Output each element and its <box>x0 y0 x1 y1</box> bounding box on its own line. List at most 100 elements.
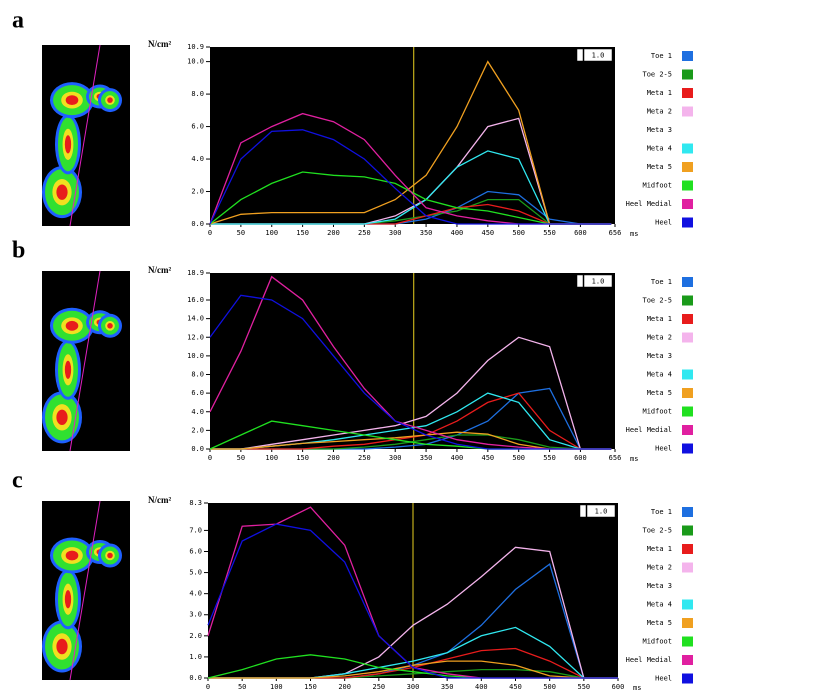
x-tick-label: 50 <box>237 229 245 237</box>
x-tick-label: 400 <box>451 229 464 237</box>
legend-swatch <box>682 600 693 610</box>
legend-swatch <box>682 563 693 573</box>
legend-swatch <box>682 125 693 135</box>
heat-blob <box>65 361 71 379</box>
legend-label: Meta 4 <box>647 371 672 379</box>
x-tick-label: 150 <box>304 683 317 691</box>
x-tick-label: 500 <box>512 454 525 462</box>
x-tick-label: 350 <box>420 454 433 462</box>
y-tick-label: 4.0 <box>189 590 202 598</box>
legend-swatch <box>682 107 693 117</box>
x-tick-label: 350 <box>420 229 433 237</box>
y-tick-label: 4.0 <box>191 408 204 416</box>
heat-blob <box>66 321 79 331</box>
y-tick-label: 12.0 <box>187 333 204 341</box>
legend-swatch <box>682 277 693 287</box>
legend-label: Toe 2-5 <box>642 527 672 535</box>
legend-swatch <box>682 544 693 554</box>
legend-swatch <box>682 314 693 324</box>
x-tick-label: 0 <box>208 454 212 462</box>
x-tick-label: 150 <box>296 454 309 462</box>
heat-blob <box>65 135 71 153</box>
x-tick-label: 300 <box>389 229 402 237</box>
x-tick-label: 0 <box>206 683 210 691</box>
legend-swatch <box>682 218 693 228</box>
legend-swatch <box>682 199 693 209</box>
legend-swatch <box>682 674 693 684</box>
y-tick-label: 6.0 <box>191 389 204 397</box>
legend-swatch <box>682 618 693 628</box>
legend-label: Meta 1 <box>647 545 672 553</box>
x-tick-label: 550 <box>543 454 556 462</box>
zoom-spinner <box>577 275 583 287</box>
x-tick-label: 250 <box>358 454 371 462</box>
zoom-value: 1.0 <box>595 508 608 516</box>
x-tick-label: 200 <box>327 229 340 237</box>
x-tick-label: 656 <box>609 454 622 462</box>
legend-swatch <box>682 370 693 380</box>
x-axis-label: ms <box>633 684 641 692</box>
legend-swatch <box>682 162 693 172</box>
legend-label: Meta 5 <box>647 389 672 397</box>
legend-swatch <box>682 296 693 306</box>
legend-swatch <box>682 526 693 536</box>
chart-panel: bN/cm²0.02.04.06.08.010.012.014.016.018.… <box>12 238 693 464</box>
legend-label: Meta 3 <box>647 126 672 134</box>
legend-label: Meta 4 <box>647 601 672 609</box>
heat-blob <box>56 639 67 654</box>
zoom-spinner <box>580 505 586 517</box>
y-tick-label: 8.0 <box>191 90 204 98</box>
x-axis-label: ms <box>630 455 638 463</box>
zoom-value: 1.0 <box>592 278 605 286</box>
y-axis-label: N/cm² <box>148 265 171 275</box>
y-tick-label: 0.0 <box>191 445 204 453</box>
legend-label: Heel <box>655 675 672 683</box>
legend-label: Toe 1 <box>651 278 672 286</box>
legend-swatch <box>682 425 693 435</box>
legend-label: Meta 2 <box>647 108 672 116</box>
y-tick-label: 2.0 <box>191 188 204 196</box>
y-tick-label: 2.0 <box>191 426 204 434</box>
legend-label: Midfoot <box>642 408 672 416</box>
y-axis-label: N/cm² <box>148 39 171 49</box>
figure: aN/cm²0.02.04.06.08.010.010.905010015020… <box>0 0 839 692</box>
legend-label: Meta 1 <box>647 315 672 323</box>
panel-label: b <box>12 238 25 264</box>
heat-blob <box>66 95 79 105</box>
y-tick-label: 3.0 <box>189 611 202 619</box>
legend-label: Heel <box>655 219 672 227</box>
x-tick-label: 300 <box>407 683 420 691</box>
legend-label: Meta 2 <box>647 334 672 342</box>
y-tick-label: 0.0 <box>189 674 202 682</box>
legend-label: Midfoot <box>642 182 672 190</box>
plot-area <box>210 47 615 224</box>
y-tick-label: 10.0 <box>187 352 204 360</box>
y-tick-label: 8.3 <box>189 499 202 507</box>
legend-swatch <box>682 637 693 647</box>
legend-label: Meta 5 <box>647 163 672 171</box>
legend-label: Meta 4 <box>647 145 672 153</box>
heat-blob <box>56 410 67 425</box>
y-tick-label: 14.0 <box>187 315 204 323</box>
legend-label: Toe 1 <box>651 52 672 60</box>
legend-swatch <box>682 70 693 80</box>
x-tick-label: 500 <box>512 229 525 237</box>
heat-blob <box>107 553 113 559</box>
panel-label: c <box>12 468 23 494</box>
y-tick-label: 10.9 <box>187 43 204 51</box>
legend-label: Midfoot <box>642 638 672 646</box>
legend-swatch <box>682 144 693 154</box>
y-tick-label: 4.0 <box>191 155 204 163</box>
zoom-spinner <box>577 49 583 61</box>
legend-label: Meta 1 <box>647 89 672 97</box>
x-tick-label: 400 <box>475 683 488 691</box>
x-tick-label: 200 <box>338 683 351 691</box>
x-tick-label: 600 <box>612 683 625 691</box>
x-tick-label: 100 <box>265 454 278 462</box>
x-axis-label: ms <box>630 230 638 238</box>
x-tick-label: 350 <box>441 683 454 691</box>
x-tick-label: 50 <box>238 683 246 691</box>
y-tick-label: 16.0 <box>187 296 204 304</box>
x-tick-label: 250 <box>373 683 386 691</box>
